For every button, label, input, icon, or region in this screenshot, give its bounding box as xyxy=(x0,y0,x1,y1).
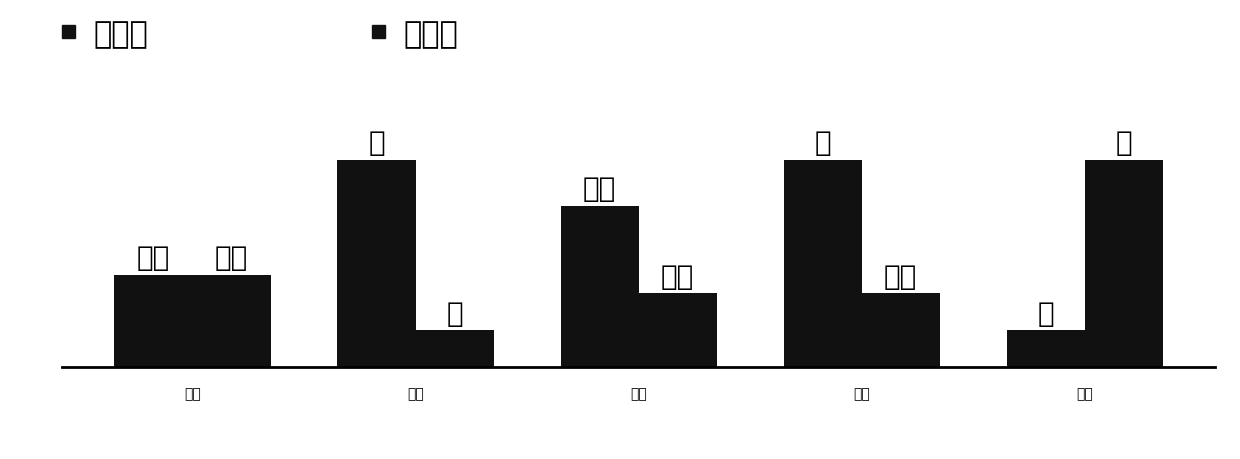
Text: 一般: 一般 xyxy=(661,262,694,290)
Text: 好: 好 xyxy=(1116,129,1132,157)
Text: 一般: 一般 xyxy=(215,244,248,272)
Text: 差: 差 xyxy=(1038,299,1054,327)
Bar xyxy=(114,275,192,367)
Text: 敏感性: 敏感性 xyxy=(93,20,149,49)
Bar xyxy=(784,161,862,367)
Text: 稳定性: 稳定性 xyxy=(403,20,459,49)
Text: 好: 好 xyxy=(368,129,384,157)
Bar xyxy=(560,207,639,367)
Bar xyxy=(1007,330,1085,367)
Bar xyxy=(192,275,270,367)
Bar xyxy=(337,161,415,367)
Bar xyxy=(862,294,940,367)
Bar xyxy=(639,294,717,367)
Text: 一般: 一般 xyxy=(884,262,918,290)
Text: 一般: 一般 xyxy=(136,244,170,272)
Text: 较好: 较好 xyxy=(583,175,616,203)
Text: 差: 差 xyxy=(446,299,463,327)
Bar xyxy=(1085,161,1163,367)
Text: 好: 好 xyxy=(815,129,831,157)
Bar xyxy=(415,330,494,367)
